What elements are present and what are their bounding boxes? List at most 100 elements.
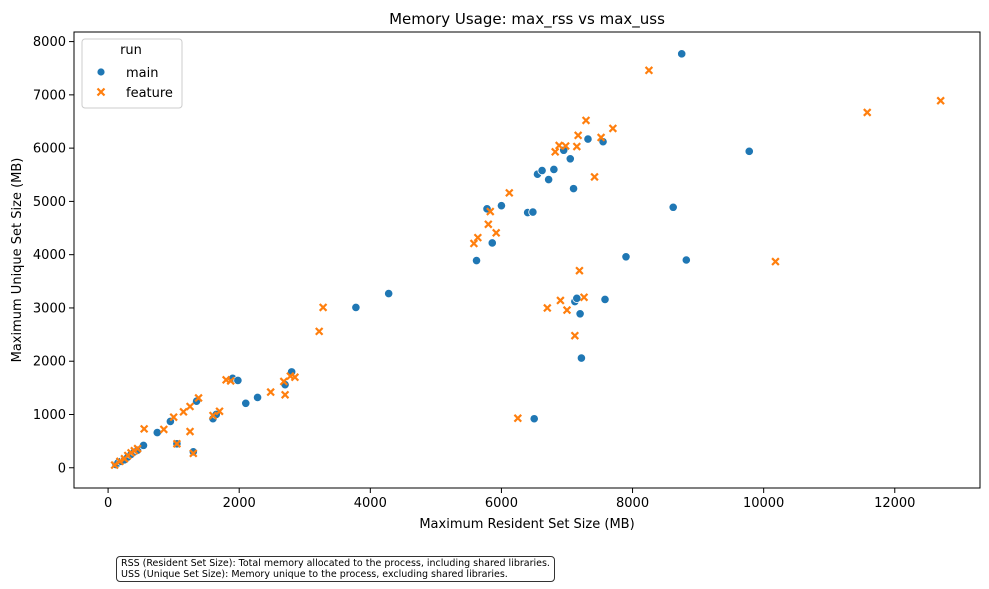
y-axis-label: Maximum Unique Set Size (MB) [10, 158, 25, 363]
point-feature [575, 266, 584, 275]
point-feature [290, 373, 300, 382]
point-feature [572, 142, 582, 151]
point-feature [469, 239, 479, 248]
point-main [668, 202, 678, 212]
point-feature [936, 96, 945, 105]
legend: run main feature [81, 38, 183, 109]
legend-frame [81, 38, 183, 109]
point-feature [139, 424, 149, 434]
point-feature [194, 393, 203, 403]
point-main [252, 392, 263, 403]
point-feature [179, 407, 188, 416]
point-main [600, 294, 610, 305]
point-feature [505, 188, 514, 198]
y-tick-label: 6000 [33, 142, 66, 157]
legend-marker-feature [96, 87, 106, 97]
point-main [583, 134, 593, 144]
data-points [110, 49, 945, 470]
point-feature [596, 133, 606, 142]
point-feature [543, 303, 552, 313]
y-tick-label: 2000 [33, 355, 66, 370]
chart-title: Memory Usage: max_rss vs max_uss [389, 10, 665, 29]
point-feature [492, 228, 501, 238]
point-feature [579, 293, 589, 302]
point-main [537, 165, 547, 176]
point-feature [279, 377, 288, 386]
point-main [744, 146, 754, 156]
point-main [529, 414, 539, 424]
y-tick-label: 1000 [33, 408, 66, 423]
y-tick-label: 5000 [33, 195, 66, 210]
plot-area [73, 31, 981, 489]
point-feature [280, 390, 290, 399]
point-feature [226, 376, 235, 386]
point-feature [644, 66, 654, 75]
point-feature [185, 427, 195, 436]
point-feature [266, 387, 275, 397]
point-main [544, 174, 554, 185]
legend-label-feature: feature [126, 86, 173, 101]
x-tick-label: 10000 [743, 496, 784, 511]
point-feature [133, 444, 142, 453]
x-axis: 0 2000 4000 6000 8000 10000 12000 [104, 488, 915, 511]
point-feature [159, 425, 168, 434]
point-main [487, 238, 497, 248]
legend-title: run [120, 43, 142, 58]
point-feature [318, 303, 328, 312]
x-tick-label: 4000 [354, 496, 387, 511]
point-feature [561, 141, 570, 151]
legend-label-main: main [126, 66, 158, 81]
point-feature [513, 414, 522, 423]
point-main [572, 293, 582, 303]
y-tick-label: 0 [58, 461, 66, 476]
x-tick-label: 0 [104, 496, 112, 511]
point-feature [590, 172, 599, 182]
point-main [681, 255, 691, 265]
point-feature [172, 439, 182, 448]
point-feature [771, 257, 780, 266]
y-tick-label: 7000 [33, 88, 66, 103]
note-uss: USS (Unique Set Size): Memory unique to … [121, 569, 508, 580]
point-main [188, 447, 198, 457]
point-feature [551, 147, 560, 157]
point-feature [185, 402, 195, 411]
point-feature [863, 108, 872, 117]
y-tick-label: 3000 [33, 301, 66, 316]
point-feature [315, 327, 324, 336]
x-tick-label: 6000 [485, 496, 518, 511]
point-main [598, 137, 608, 147]
point-feature [208, 411, 218, 420]
series-main [111, 49, 754, 470]
point-feature [473, 233, 483, 242]
y-tick-label: 8000 [33, 35, 66, 50]
point-feature [570, 331, 580, 340]
point-feature [608, 124, 618, 133]
point-main [233, 375, 243, 385]
point-main [565, 154, 575, 164]
point-main [677, 49, 687, 59]
point-main [152, 427, 162, 438]
point-feature [573, 131, 583, 140]
note-rss: RSS (Resident Set Size): Total memory al… [121, 558, 550, 569]
point-main [549, 164, 559, 175]
y-tick-label: 4000 [33, 248, 66, 263]
point-main [568, 184, 579, 194]
point-main [621, 252, 631, 262]
point-main [496, 201, 507, 211]
point-main [351, 302, 361, 313]
point-feature [169, 412, 178, 422]
point-main [528, 207, 538, 217]
point-feature [562, 305, 572, 315]
legend-marker-main [96, 67, 106, 77]
series-feature [110, 66, 945, 470]
point-feature [556, 296, 565, 305]
x-tick-label: 12000 [874, 496, 915, 511]
point-feature [215, 407, 224, 416]
point-feature [115, 457, 125, 466]
point-main [384, 288, 394, 299]
y-axis: 0 1000 2000 3000 4000 5000 6000 7000 8000 [33, 35, 74, 476]
point-main [471, 255, 482, 266]
point-feature [554, 141, 564, 150]
x-axis-label: Maximum Resident Set Size (MB) [419, 517, 634, 532]
